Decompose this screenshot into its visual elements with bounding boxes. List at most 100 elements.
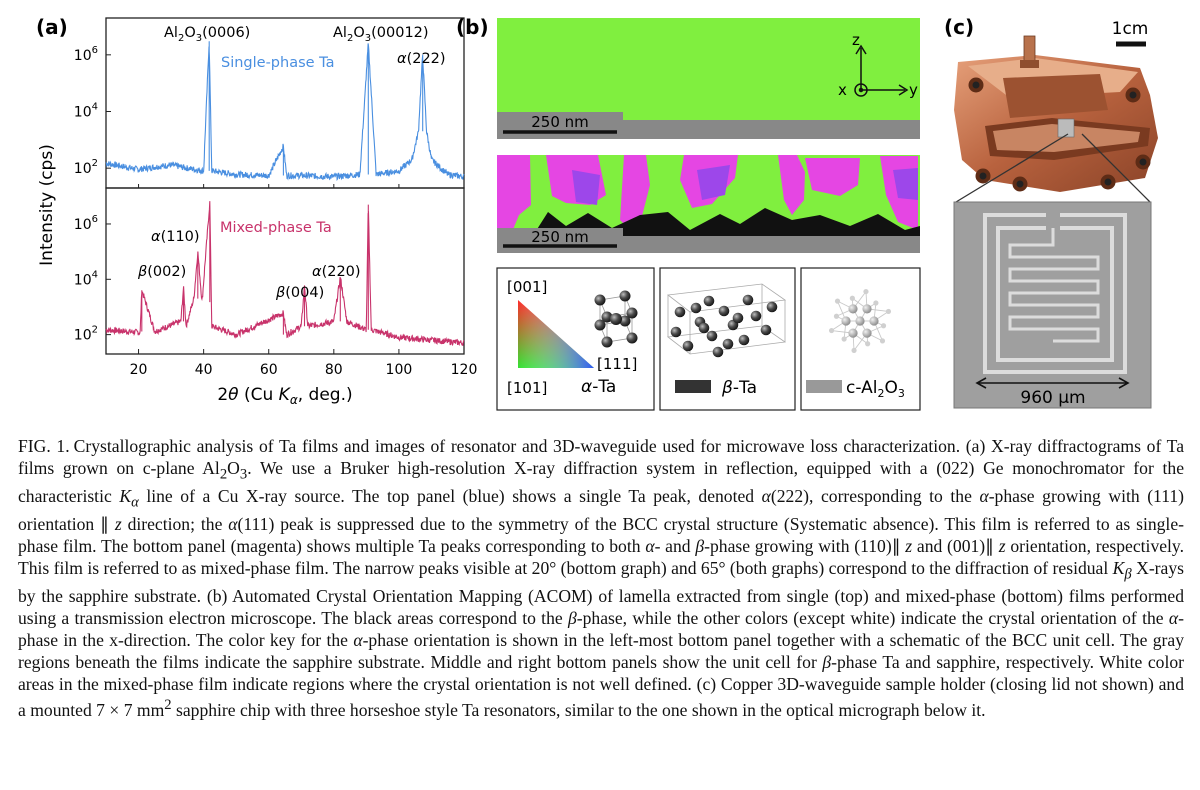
mixed-phase-label: Mixed-phase Ta xyxy=(220,220,332,236)
top-ytick-labels: 106 104 102 xyxy=(74,45,111,177)
beta-ta-label: β-Ta xyxy=(721,378,757,398)
aluminum-atom xyxy=(841,316,851,326)
series-mixed-phase xyxy=(105,201,465,347)
sapphire-label: c-Al2O3 xyxy=(846,378,905,400)
ytick-label: 106 xyxy=(74,214,98,233)
panel-c-label: (c) xyxy=(944,15,974,39)
micrograph-scale-label: 960 μm xyxy=(1020,388,1085,408)
beta-ta-swatch xyxy=(675,380,711,393)
xtick-label: 100 xyxy=(386,362,413,378)
xtick-labels: 20 40 60 80 100 120 xyxy=(130,184,478,378)
scale-bar-1-background xyxy=(497,112,623,139)
panel-b-label: (b) xyxy=(456,15,489,39)
copper-waveguide-holder xyxy=(954,35,1158,192)
aluminum-atom xyxy=(862,304,872,314)
panel-c: (c) 1cm xyxy=(944,15,1158,409)
atom xyxy=(706,330,718,342)
aluminum-atom xyxy=(855,316,865,326)
bottom-ytick-labels: 106 104 102 xyxy=(74,214,111,344)
atom xyxy=(766,301,778,313)
peak-label-alpha-222: α(222) xyxy=(397,51,446,67)
alpha-ta-label: α-Ta xyxy=(581,377,616,397)
key-001-label: [001] xyxy=(507,278,547,296)
y-axis-label: Intensity (cps) xyxy=(37,144,57,266)
aluminum-atom xyxy=(862,328,872,338)
scale-1cm-label: 1cm xyxy=(1112,19,1149,39)
atom xyxy=(670,326,682,338)
peak-label-alpha-220: α(220) xyxy=(312,264,361,280)
figure-caption: FIG. 1. Crystallographic analysis of Ta f… xyxy=(18,436,1184,722)
axes-indicator xyxy=(854,44,909,97)
oxygen-atom xyxy=(833,313,840,319)
atom xyxy=(750,310,762,322)
aluminum-atom xyxy=(848,304,858,314)
axis-x-label: x xyxy=(838,81,847,99)
key-111-label: [111] xyxy=(597,355,637,373)
peak-label-beta-004: β(004) xyxy=(275,285,324,301)
sapphire-unit-cell xyxy=(828,288,892,354)
ytick-label: 104 xyxy=(74,102,98,121)
oxygen-atom xyxy=(849,295,855,301)
ytick-label: 102 xyxy=(74,158,98,177)
oxygen-atom xyxy=(865,341,871,347)
oxygen-atom xyxy=(879,338,886,344)
atom xyxy=(682,340,694,352)
xtick-label: 60 xyxy=(260,362,278,378)
axis-y-label: y xyxy=(909,81,918,99)
oxygen-atom xyxy=(880,323,887,329)
oxygen-atom xyxy=(851,347,857,354)
atom xyxy=(718,305,730,317)
atom xyxy=(703,295,715,307)
axis-z-label: z xyxy=(852,31,860,49)
al2o3-00012-label: Al2O3(00012) xyxy=(333,25,429,44)
oxygen-atom xyxy=(885,308,892,315)
peak-label-beta-002: β(002) xyxy=(137,264,186,280)
atom xyxy=(698,322,710,334)
caption-text: FIG. 1. Crystallographic analysis of Ta f… xyxy=(18,436,1185,721)
atom xyxy=(674,306,686,318)
oxygen-atom xyxy=(863,288,869,295)
x-axis-label: 2θ (Cu Kα, deg.) xyxy=(217,385,352,407)
atom xyxy=(760,324,772,336)
atom xyxy=(690,302,702,314)
xtick-label: 80 xyxy=(325,362,343,378)
series-single-phase xyxy=(105,41,465,182)
peak-label-alpha-110: α(110) xyxy=(151,229,200,245)
sapphire-swatch xyxy=(806,380,842,393)
atom xyxy=(738,334,750,346)
micrograph-scale-arrow xyxy=(975,377,1130,389)
oxygen-atom xyxy=(873,300,879,306)
bcc-unit-cell xyxy=(594,290,638,348)
single-phase-label: Single-phase Ta xyxy=(221,55,335,71)
aluminum-atom xyxy=(869,316,879,326)
atom xyxy=(712,346,724,358)
zoom-line-right xyxy=(1081,133,1151,203)
atom xyxy=(732,312,744,324)
plot-frame-bottom xyxy=(105,187,465,355)
atom xyxy=(742,294,754,306)
scale-bar-2-background xyxy=(497,228,623,253)
xtick-label: 120 xyxy=(451,362,478,378)
resonator-micrograph xyxy=(953,201,1152,409)
panel-b: (b) 250 nm z x y xyxy=(456,15,921,411)
caption-fig-label: FIG. 1. xyxy=(18,436,70,456)
oxygen-atom xyxy=(834,298,841,304)
scale-bar-2-label: 250 nm xyxy=(531,228,589,246)
ytick-label: 102 xyxy=(74,325,98,344)
key-101-label: [101] xyxy=(507,379,547,397)
beta-ta-unit-cell xyxy=(666,283,787,358)
panel-a-label: (a) xyxy=(36,15,68,39)
oxygen-atom xyxy=(828,327,835,334)
ytick-label: 106 xyxy=(74,45,98,64)
xtick-label: 20 xyxy=(130,362,148,378)
orientation-color-key xyxy=(518,300,594,368)
xtick-label: 40 xyxy=(195,362,213,378)
aluminum-atom xyxy=(848,328,858,338)
zoom-line-left xyxy=(955,133,1069,203)
ytick-label: 104 xyxy=(74,269,98,288)
al2o3-0006-label: Al2O3(0006) xyxy=(164,25,250,44)
atom xyxy=(722,338,734,350)
acom-map-single: 250 nm z x y xyxy=(497,18,920,139)
